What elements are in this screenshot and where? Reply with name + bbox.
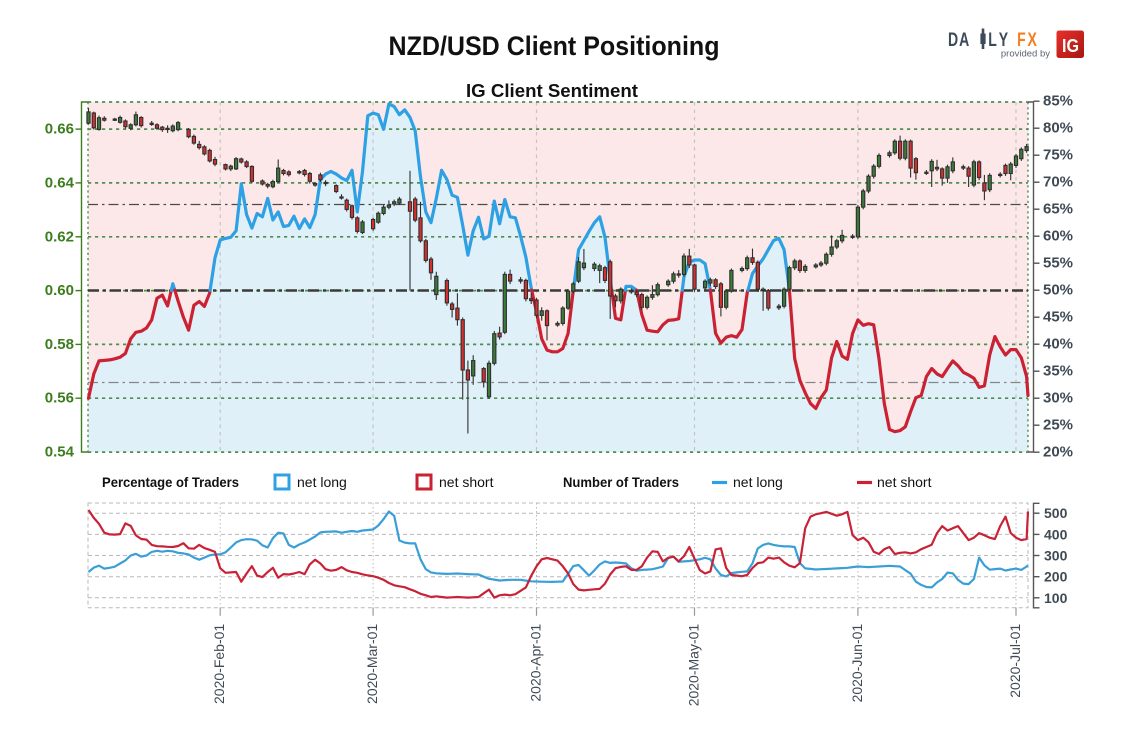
svg-text:500: 500 bbox=[1044, 505, 1068, 521]
svg-text:2020-Apr-01: 2020-Apr-01 bbox=[528, 624, 544, 702]
svg-text:100: 100 bbox=[1044, 590, 1068, 606]
svg-text:45%: 45% bbox=[1043, 309, 1073, 326]
svg-text:0.62: 0.62 bbox=[45, 228, 74, 245]
svg-text:2020-Feb-01: 2020-Feb-01 bbox=[211, 624, 227, 704]
svg-text:75%: 75% bbox=[1043, 147, 1073, 164]
svg-text:A: A bbox=[959, 29, 969, 51]
svg-text:400: 400 bbox=[1044, 526, 1068, 542]
svg-text:35%: 35% bbox=[1043, 363, 1073, 380]
svg-text:2020-Jun-01: 2020-Jun-01 bbox=[849, 624, 865, 703]
svg-text:300: 300 bbox=[1044, 548, 1068, 564]
svg-text:net long: net long bbox=[297, 474, 347, 490]
svg-text:20%: 20% bbox=[1043, 444, 1073, 461]
svg-text:50%: 50% bbox=[1043, 282, 1073, 299]
svg-text:Y: Y bbox=[999, 29, 1009, 51]
svg-text:55%: 55% bbox=[1043, 255, 1073, 272]
svg-text:net short: net short bbox=[877, 474, 932, 490]
svg-text:80%: 80% bbox=[1043, 120, 1073, 137]
svg-text:0.56: 0.56 bbox=[45, 390, 74, 407]
svg-text:0.58: 0.58 bbox=[45, 336, 74, 353]
svg-text:2020-May-01: 2020-May-01 bbox=[686, 624, 702, 707]
svg-text:Percentage of Traders: Percentage of Traders bbox=[102, 474, 239, 490]
svg-text:Number of Traders: Number of Traders bbox=[563, 474, 679, 490]
svg-text:2020-Mar-01: 2020-Mar-01 bbox=[364, 624, 380, 704]
svg-text:2020-Jul-01: 2020-Jul-01 bbox=[1007, 624, 1023, 698]
svg-text:IG: IG bbox=[1062, 36, 1079, 56]
svg-text:net short: net short bbox=[439, 474, 494, 490]
svg-text:NZD/USD Client Positioning: NZD/USD Client Positioning bbox=[389, 31, 720, 61]
svg-text:0.60: 0.60 bbox=[45, 282, 74, 299]
svg-text:0.54: 0.54 bbox=[45, 444, 75, 461]
svg-text:40%: 40% bbox=[1043, 336, 1073, 353]
svg-text:F: F bbox=[1017, 29, 1026, 51]
svg-text:provided by: provided by bbox=[1001, 49, 1050, 60]
svg-text:85%: 85% bbox=[1043, 93, 1073, 110]
svg-text:65%: 65% bbox=[1043, 201, 1073, 218]
svg-text:70%: 70% bbox=[1043, 174, 1073, 191]
svg-text:IG Client Sentiment: IG Client Sentiment bbox=[466, 81, 638, 101]
svg-text:net long: net long bbox=[733, 474, 783, 490]
svg-text:30%: 30% bbox=[1043, 390, 1073, 407]
svg-text:60%: 60% bbox=[1043, 228, 1073, 245]
svg-text:25%: 25% bbox=[1043, 417, 1073, 434]
svg-text:D: D bbox=[948, 29, 958, 51]
svg-text:0.66: 0.66 bbox=[45, 121, 74, 138]
svg-text:200: 200 bbox=[1044, 569, 1068, 585]
svg-text:0.64: 0.64 bbox=[45, 174, 75, 191]
svg-text:X: X bbox=[1028, 29, 1038, 51]
svg-text:L: L bbox=[988, 29, 997, 51]
